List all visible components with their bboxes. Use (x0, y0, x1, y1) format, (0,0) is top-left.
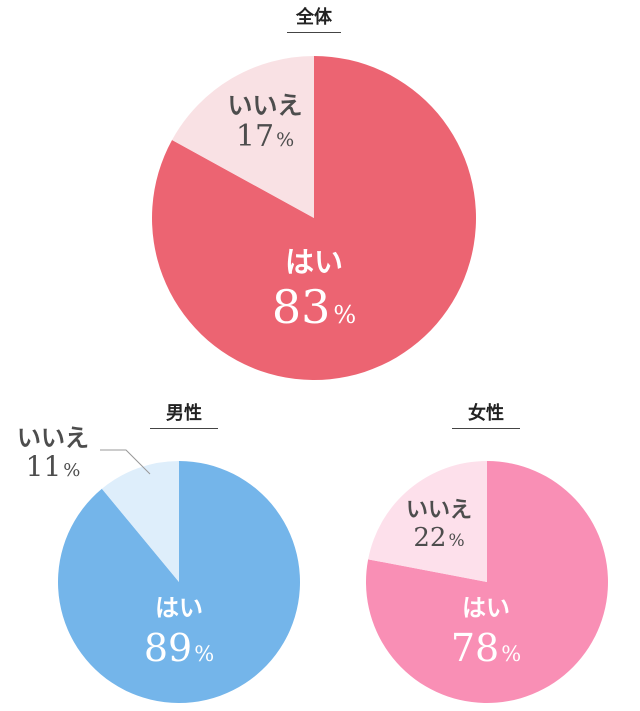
slice-label-no: いいえ (406, 498, 472, 523)
chart-title: 男性 (150, 404, 218, 429)
slice-value-number: 22 (413, 523, 446, 553)
slice-value-unit: % (333, 301, 356, 329)
slice-value-no: 11% (26, 450, 81, 483)
slice-value-number: 89 (144, 626, 192, 670)
slice-value-unit: % (194, 642, 214, 666)
slice-value-unit: % (276, 129, 294, 151)
slice-value-yes: 83% (272, 280, 356, 334)
pie-svg: はい 78% いいえ 22% (365, 461, 608, 703)
leader-line (100, 449, 151, 475)
slice-value-unit: % (501, 642, 521, 666)
pie-svg: はい 83% いいえ 17% (152, 55, 477, 380)
slice-value-yes: 89% (144, 626, 214, 670)
slice-value-yes: 78% (451, 626, 521, 670)
slice-value-unit: % (63, 460, 80, 481)
slice-value-number: 83 (272, 280, 331, 334)
pie-slice-no (368, 461, 487, 582)
slice-value-number: 78 (451, 626, 499, 670)
pie-svg: はい 89% いいえ 11% (17, 424, 301, 703)
slice-value-no: 22% (413, 523, 464, 553)
slice-label-yes: はい (285, 245, 343, 279)
pie-slice-yes (58, 461, 301, 703)
slice-label-yes: はい (462, 594, 510, 622)
chart-title: 全体 (287, 8, 341, 33)
slice-label-no: いいえ (17, 424, 89, 452)
pie-chart-male: 男性 はい 89% いいえ 11% (0, 390, 320, 711)
slice-value-unit: % (448, 531, 464, 551)
pie-chart-female: 女性 はい 78% いいえ 22% (320, 390, 640, 711)
slice-value-no: 17% (236, 119, 294, 154)
slice-label-no: いいえ (227, 91, 302, 120)
pie-slice-no (172, 56, 314, 218)
slice-label-yes: はい (155, 594, 203, 622)
chart-title: 女性 (452, 404, 520, 429)
pie-chart-overall: 全体 はい 83% いいえ 17% (152, 8, 477, 380)
pie-slice-yes (152, 55, 477, 380)
slice-value-number: 11 (26, 450, 62, 483)
slice-value-number: 17 (236, 119, 274, 154)
pie-slice-yes (365, 461, 608, 703)
pie-slice-no (101, 461, 179, 582)
